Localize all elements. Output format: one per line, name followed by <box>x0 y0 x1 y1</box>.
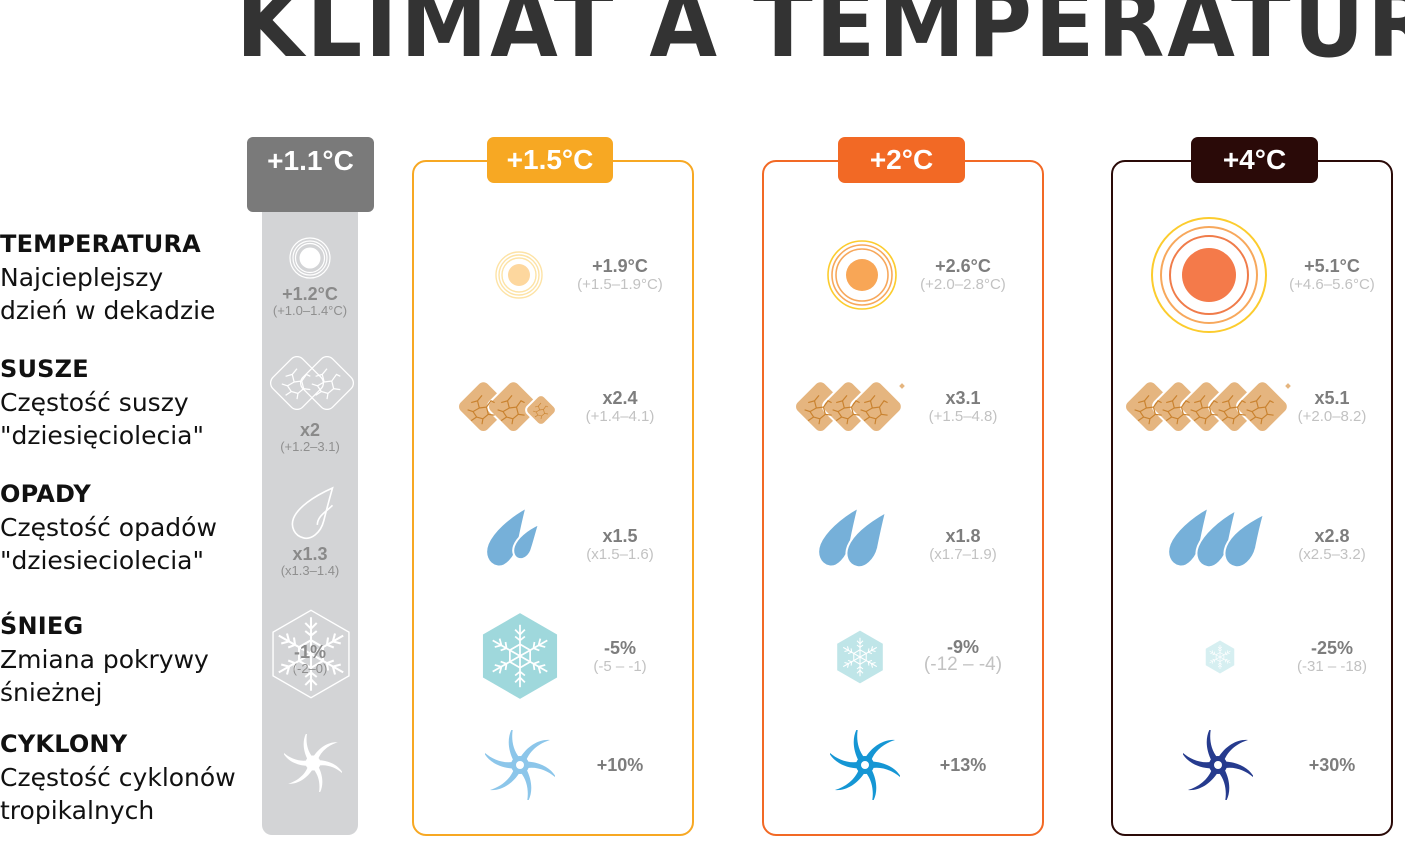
row-sub-1: Częstość cyklonów <box>0 763 236 792</box>
row-label-precipitation: OPADY Częstość opadów "dziesieciolecia" <box>0 478 217 577</box>
row-sub-2: "dziesięciolecia" <box>0 421 204 450</box>
row-label-drought: SUSZE Częstość suszy "dziesięciolecia" <box>0 353 204 452</box>
drought-cracked-earth-icon <box>789 376 913 440</box>
snowflake-icon <box>836 630 884 684</box>
row-heading: OPADY <box>0 480 91 508</box>
row-sub-2: "dziesieciolecia" <box>0 546 204 575</box>
temperature-value: +2.6°C (+2.0–2.8°C) <box>920 256 1006 293</box>
row-sub-2: dzień w dekadzie <box>0 296 216 325</box>
cyclone-icon <box>830 730 900 800</box>
row-sub-1: Częstość opadów <box>0 513 217 542</box>
cyclones-value: +10% <box>596 755 644 775</box>
row-sub-1: Zmiana pokrywy <box>0 645 209 674</box>
page-title: KLIMAT A TEMPERATURA <box>236 0 1405 79</box>
scenario-frame <box>412 160 694 836</box>
drought-cracked-earth-icon <box>1119 376 1299 440</box>
scenario-label: +2°C <box>838 137 965 183</box>
cyclones-value: +30% <box>1308 755 1356 775</box>
snow-value: -1% (-2–0) <box>292 642 328 676</box>
scenario-label: +1.5°C <box>487 137 613 183</box>
temperature-value: +1.2°C (+1.0–1.4°C) <box>272 284 348 318</box>
cyclone-icon <box>1183 730 1253 800</box>
drought-cracked-earth-icon <box>452 376 564 440</box>
snowflake-icon <box>481 612 559 700</box>
drought-value: x3.1 (+1.5–4.8) <box>928 388 998 425</box>
scenario-label: +1.1°C <box>247 137 374 212</box>
snow-value: -5% (-5 – -1) <box>593 638 647 675</box>
drought-value: x5.1 (+2.0–8.2) <box>1297 388 1367 425</box>
row-sub-2: tropikalnych <box>0 796 155 825</box>
row-label-snow: ŚNIEG Zmiana pokrywy śnieżnej <box>0 610 209 709</box>
precipitation-value: x1.3 (x1.3–1.4) <box>280 544 340 578</box>
precipitation-value: x2.8 (x2.5–3.2) <box>1298 526 1366 563</box>
drought-cracked-earth-icon <box>266 352 358 418</box>
sun-icon <box>826 239 898 311</box>
precipitation-value: x1.5 (x1.5–1.6) <box>586 526 654 563</box>
scenario-frame <box>1111 160 1393 836</box>
temperature-value: +1.9°C (+1.5–1.9°C) <box>577 256 663 293</box>
temperature-value: +5.1°C (+4.6–5.6°C) <box>1289 256 1375 293</box>
baseline-column-background <box>262 190 358 835</box>
sun-icon <box>289 237 331 279</box>
sun-icon <box>494 250 544 300</box>
row-heading: ŚNIEG <box>0 612 84 640</box>
raindrop-icon <box>485 506 541 570</box>
snow-value: -9% (-12 – -4) <box>923 637 1003 675</box>
cyclone-icon <box>485 730 555 800</box>
row-heading: TEMPERATURA <box>0 230 201 258</box>
snowflake-icon <box>265 608 357 700</box>
row-sub-1: Najcieplejszy <box>0 263 164 292</box>
raindrop-icon <box>290 486 336 540</box>
raindrop-icon <box>1167 506 1268 570</box>
row-label-cyclones: CYKLONY Częstość cyklonów tropikalnych <box>0 728 236 827</box>
precipitation-value: x1.8 (x1.7–1.9) <box>929 526 997 563</box>
row-label-temperature: TEMPERATURA Najcieplejszy dzień w dekadz… <box>0 228 215 327</box>
row-sub-1: Częstość suszy <box>0 388 189 417</box>
snowflake-icon <box>1205 640 1235 674</box>
row-heading: SUSZE <box>0 355 89 383</box>
drought-value: x2 (+1.2–3.1) <box>280 420 340 454</box>
drought-value: x2.4 (+1.4–4.1) <box>585 388 655 425</box>
row-sub-2: śnieżnej <box>0 678 103 707</box>
sun-icon <box>1150 216 1268 334</box>
cyclone-icon <box>284 734 342 792</box>
snow-value: -25% (-31 – -18) <box>1296 638 1368 675</box>
cyclones-value: +13% <box>939 755 987 775</box>
row-heading: CYKLONY <box>0 730 128 758</box>
scenario-label: +4°C <box>1191 137 1318 183</box>
scenario-frame <box>762 160 1044 836</box>
raindrop-icon <box>817 506 890 570</box>
